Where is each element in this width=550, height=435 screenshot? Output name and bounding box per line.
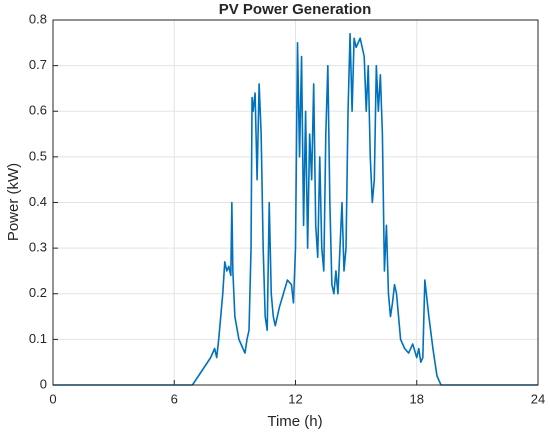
x-tick-label: 12 [288,391,302,406]
y-tick-label: 0 [40,376,47,391]
x-axis-label: Time (h) [267,413,322,430]
x-tick-label: 0 [49,391,56,406]
data-line [53,32,538,386]
y-tick-label: 0.5 [29,148,47,163]
x-tick-label: 24 [531,391,545,406]
x-tick-label: 6 [171,391,178,406]
y-tick-label: 0.2 [29,285,47,300]
y-tick-label: 0.3 [29,240,47,255]
y-tick-label: 0.4 [29,194,47,209]
y-tick-label: 0.8 [29,11,47,26]
x-tick-label: 18 [410,391,424,406]
chart-title: PV Power Generation [219,1,372,18]
y-tick-label: 0.6 [29,103,47,118]
axes-box [52,19,539,386]
y-tick-label: 0.7 [29,57,47,72]
y-tick-label: 0.1 [29,331,47,346]
y-axis-label: Power (kW) [5,163,22,241]
